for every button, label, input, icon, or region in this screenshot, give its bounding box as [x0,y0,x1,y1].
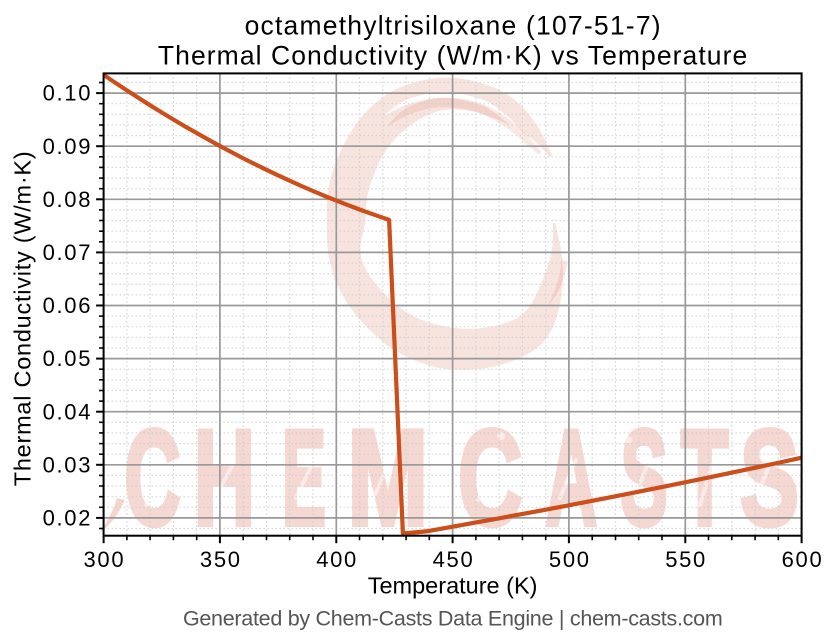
svg-text:0.03: 0.03 [43,452,93,477]
svg-text:C: C [124,403,180,554]
svg-text:600: 600 [782,547,824,572]
svg-text:500: 500 [549,547,591,572]
svg-text:0.07: 0.07 [43,240,93,265]
svg-text:octamethyltrisiloxane (107-51-: octamethyltrisiloxane (107-51-7) [245,11,662,41]
svg-text:350: 350 [200,547,242,572]
svg-text:0.08: 0.08 [43,187,93,212]
svg-text:300: 300 [83,547,125,572]
svg-text:0.05: 0.05 [43,346,93,371]
svg-text:0.04: 0.04 [43,399,93,424]
svg-text:0.02: 0.02 [43,506,93,531]
svg-text:A: A [545,403,597,554]
svg-text:550: 550 [665,547,707,572]
svg-text:S: S [740,402,799,554]
svg-text:Generated by Chem-Casts Data E: Generated by Chem-Casts Data Engine | ch… [183,607,723,631]
svg-text:0.09: 0.09 [43,134,93,159]
svg-text:450: 450 [433,547,475,572]
svg-text:0.10: 0.10 [43,81,93,106]
svg-text:Thermal Conductivity (W/m·K): Thermal Conductivity (W/m·K) [10,151,36,487]
svg-text:400: 400 [316,547,358,572]
svg-text:Thermal Conductivity (W/m·K) v: Thermal Conductivity (W/m·K) vs Temperat… [158,41,748,71]
svg-text:Temperature (K): Temperature (K) [368,573,538,599]
svg-text:0.06: 0.06 [43,293,93,318]
